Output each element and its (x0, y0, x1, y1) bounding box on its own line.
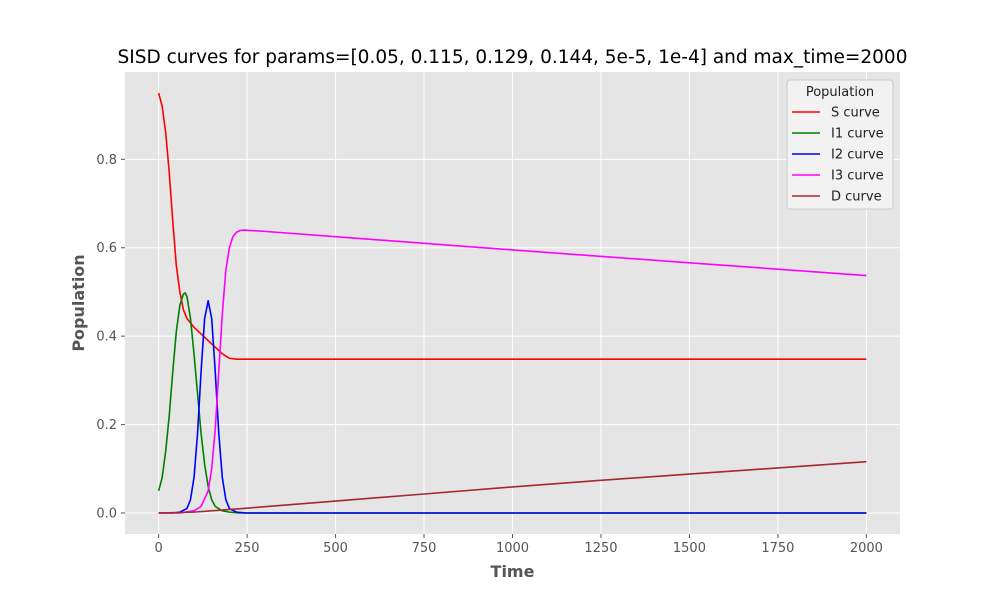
legend-title: Population (806, 85, 874, 100)
legend-label-i2-curve: I2 curve (831, 148, 884, 163)
series-line-s-curve (157, 92, 867, 360)
y-tick-label: 0.0 (96, 507, 117, 522)
x-tick-label: 2000 (850, 541, 883, 556)
legend: Population S curve I1 curve I2 curve I3 cur… (786, 79, 894, 210)
series-line-i3-curve (158, 229, 867, 514)
y-tick-label: 0.2 (96, 418, 117, 433)
legend-label-s-curve: S curve (831, 106, 880, 121)
legend-items: S curve I1 curve I2 curve I3 curve D curve (792, 106, 884, 205)
y-tick-label: 0.6 (96, 241, 117, 256)
axis-ticks: 0 250 500 750 1000 1250 1500 1750 2000 0.0 0.2 0.4 0… (96, 153, 883, 556)
x-tick-label: 1750 (761, 541, 794, 556)
series-line-i2-curve (158, 299, 867, 514)
legend-label-i1-curve: I1 curve (831, 127, 884, 142)
grid-lines (125, 72, 900, 534)
series-line-d-curve (158, 460, 867, 514)
y-axis-label: Population (69, 254, 88, 351)
chart-title: SISD curves for params=[0.05, 0.115, 0.1… (118, 47, 908, 68)
x-tick-label: 750 (412, 541, 437, 556)
y-tick-label: 0.4 (96, 330, 117, 345)
series-lines (157, 92, 867, 514)
x-tick-label: 1250 (584, 541, 617, 556)
x-tick-label: 500 (323, 541, 348, 556)
x-tick-label: 250 (235, 541, 260, 556)
legend-label-i3-curve: I3 curve (831, 169, 884, 184)
x-axis-label: Time (491, 562, 535, 581)
y-tick-label: 0.8 (96, 153, 117, 168)
x-tick-label: 1000 (496, 541, 529, 556)
legend-label-d-curve: D curve (831, 190, 882, 205)
x-tick-label: 1500 (673, 541, 706, 556)
x-tick-label: 0 (154, 541, 162, 556)
